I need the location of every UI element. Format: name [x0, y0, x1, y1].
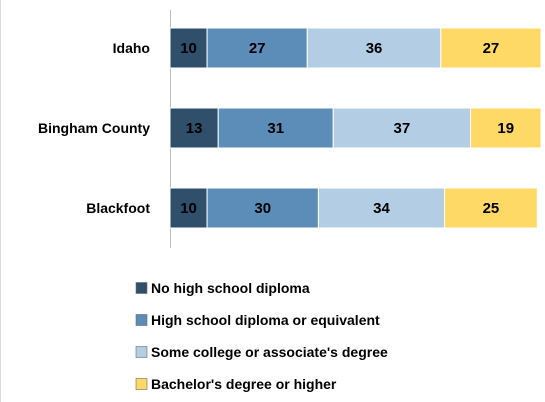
legend-swatch-bachelor-s-degree-or-higher [135, 378, 148, 390]
legend-swatch-high-school-diploma-or-equivalent [135, 314, 148, 326]
data-label-idaho-some-college-or-associate-s-degree: 36 [366, 40, 383, 57]
legend-label-high-school-diploma-or-equivalent: High school diploma or equivalent [151, 312, 380, 328]
legend-label-no-high-school-diploma: No high school diploma [151, 280, 310, 296]
data-label-bingham-county-high-school-diploma-or-equivalent: 31 [267, 120, 284, 137]
data-label-blackfoot-bachelor-s-degree-or-higher: 25 [483, 200, 500, 217]
data-label-idaho-high-school-diploma-or-equivalent: 27 [249, 40, 266, 57]
data-label-blackfoot-no-high-school-diploma: 10 [180, 200, 197, 217]
legend-label-some-college-or-associate-s-degree: Some college or associate's degree [151, 344, 388, 360]
data-label-bingham-county-no-high-school-diploma: 13 [186, 120, 203, 137]
bar-idaho-high-school-diploma-or-equivalent [206, 27, 308, 69]
category-label-blackfoot: Blackfoot [86, 200, 150, 216]
data-label-bingham-county-bachelor-s-degree-or-higher: 19 [497, 120, 514, 137]
data-label-idaho-bachelor-s-degree-or-higher: 27 [483, 40, 500, 57]
bar-idaho-some-college-or-associate-s-degree [306, 27, 442, 69]
category-label-idaho: Idaho [113, 40, 150, 56]
data-label-blackfoot-some-college-or-associate-s-degree: 34 [373, 200, 390, 217]
bar-blackfoot-no-high-school-diploma [169, 187, 208, 229]
legend-swatch-some-college-or-associate-s-degree [135, 346, 148, 358]
category-label-bingham-county: Bingham County [38, 120, 150, 136]
bar-blackfoot-bachelor-s-degree-or-higher [444, 187, 538, 229]
bar-idaho-bachelor-s-degree-or-higher [440, 27, 542, 69]
bar-bingham-county-some-college-or-associate-s-degree [332, 107, 472, 149]
data-label-idaho-no-high-school-diploma: 10 [180, 40, 197, 57]
data-label-bingham-county-some-college-or-associate-s-degree: 37 [394, 120, 411, 137]
data-label-blackfoot-high-school-diploma-or-equivalent: 30 [254, 200, 271, 217]
legend-swatch-no-high-school-diploma [135, 282, 148, 294]
bar-bingham-county-bachelor-s-degree-or-higher [470, 107, 542, 149]
legend-label-bachelor-s-degree-or-higher: Bachelor's degree or higher [151, 376, 337, 392]
bar-blackfoot-high-school-diploma-or-equivalent [206, 187, 319, 229]
bar-blackfoot-some-college-or-associate-s-degree [317, 187, 446, 229]
bar-bingham-county-high-school-diploma-or-equivalent [217, 107, 334, 149]
